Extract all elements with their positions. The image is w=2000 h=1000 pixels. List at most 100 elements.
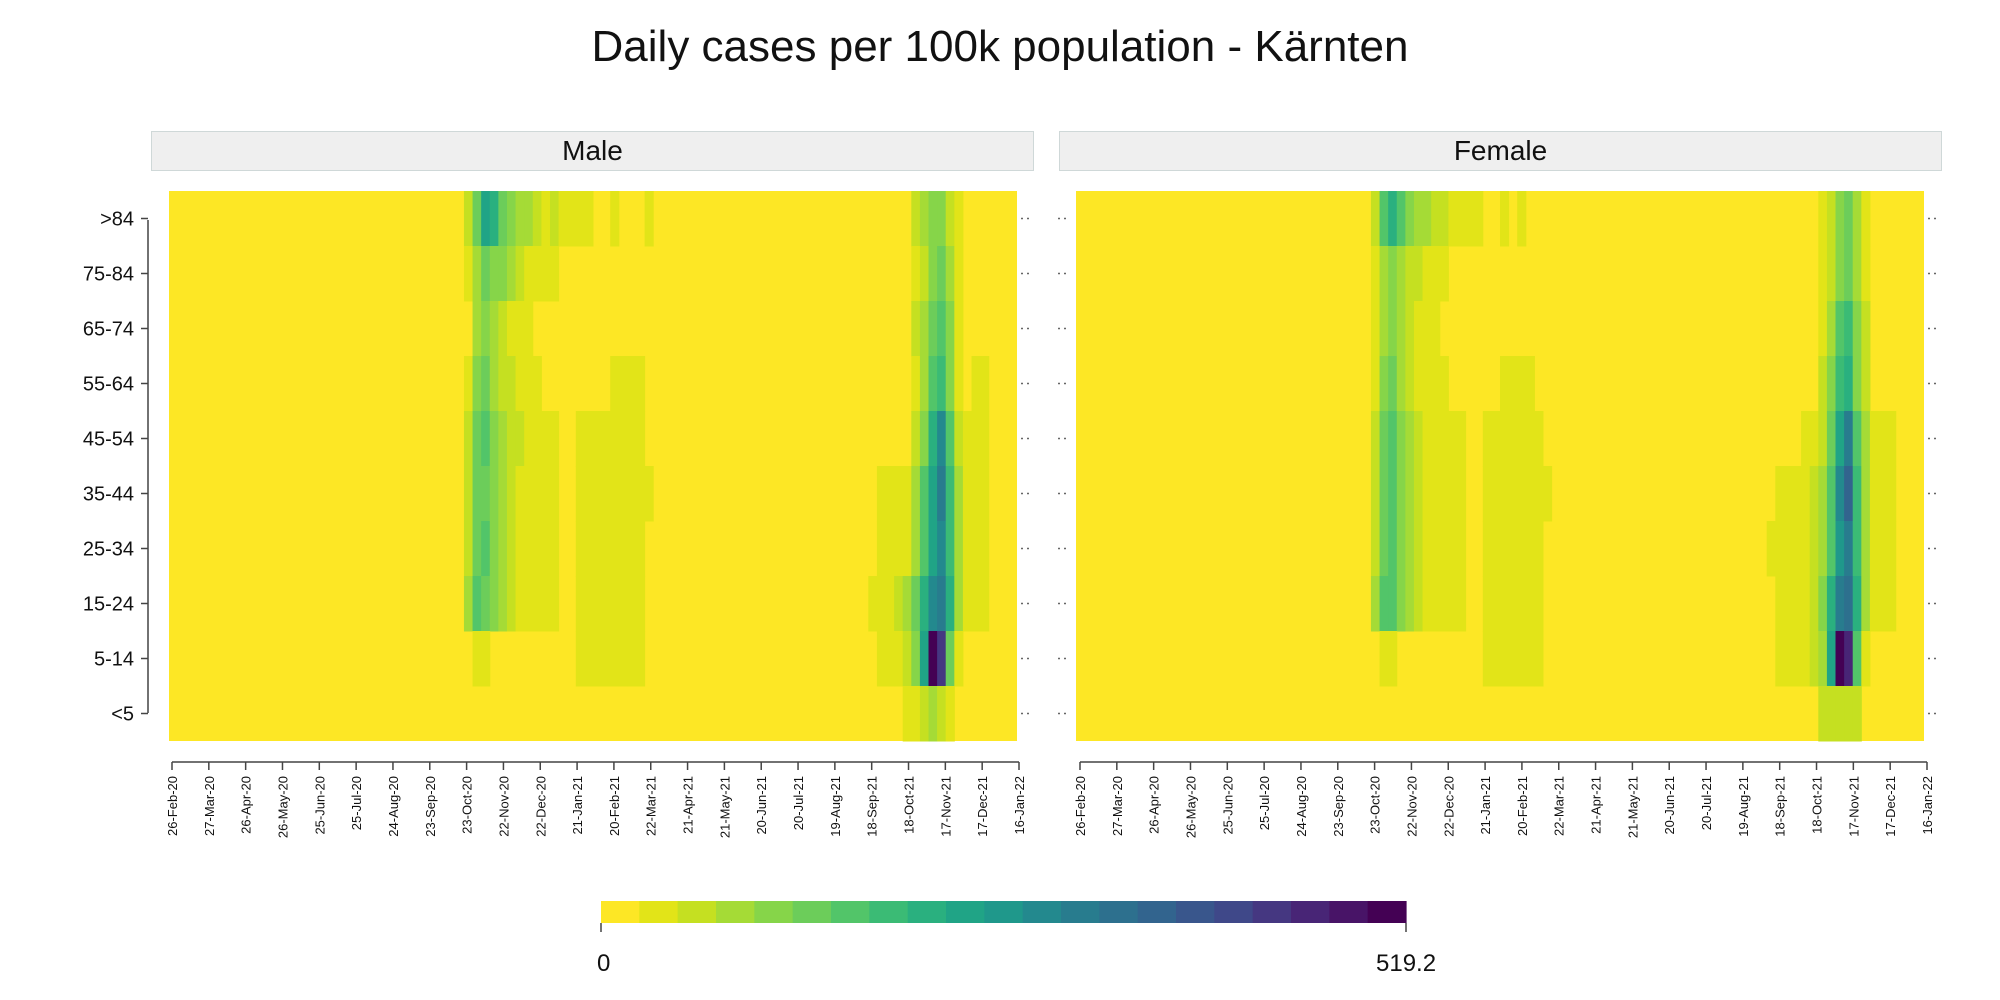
heatmap-cell xyxy=(627,411,637,467)
heatmap-cell xyxy=(532,191,542,247)
heatmap-cell xyxy=(472,246,482,302)
heatmap-cell xyxy=(1543,466,1553,522)
heatmap-cell xyxy=(980,466,990,522)
heatmap-cell xyxy=(1783,521,1793,577)
x-tick-label: 22-Dec-20 xyxy=(1441,776,1456,837)
heatmap-cell xyxy=(644,466,654,522)
heatmap-cell xyxy=(1388,466,1398,522)
heatmap-cell xyxy=(1852,411,1862,467)
heatmap-cell xyxy=(575,576,585,632)
heatmap-cell xyxy=(1775,466,1785,522)
heatmap-cell xyxy=(1525,411,1535,467)
heatmap-cell xyxy=(1500,191,1510,247)
heatmap-cell xyxy=(1422,521,1432,577)
heatmap-cell xyxy=(1525,466,1535,522)
heatmap-cell xyxy=(1491,576,1501,632)
x-tick-label: 17-Nov-21 xyxy=(1846,776,1861,837)
heatmap-cell xyxy=(1396,521,1406,577)
heatmap-cell xyxy=(1525,356,1535,412)
heatmap-cell xyxy=(1525,631,1535,687)
heatmap-cell xyxy=(506,466,517,522)
heatmap-cell xyxy=(1835,576,1845,632)
heatmap-cell xyxy=(1861,576,1871,632)
colorbar-swatch xyxy=(1022,901,1062,923)
heatmap-cell xyxy=(1448,411,1458,467)
heatmap-cell xyxy=(911,576,921,632)
heatmap-cell xyxy=(636,521,646,577)
heatmap-cell xyxy=(1801,576,1811,632)
heatmap-cell xyxy=(481,356,491,412)
chart-title: Daily cases per 100k population - Kärnte… xyxy=(591,22,1409,71)
heatmap-cell xyxy=(524,411,534,467)
heatmap-cell xyxy=(1439,576,1449,632)
y-tick-label: 5-14 xyxy=(94,649,134,671)
heatmap-cell xyxy=(515,576,525,632)
heatmap-cell xyxy=(1500,466,1510,522)
heatmap-cell xyxy=(472,576,482,632)
heatmap-cell xyxy=(937,686,947,742)
heatmap-cell xyxy=(1844,521,1854,577)
heatmap-cell xyxy=(911,686,921,742)
heatmap-cell xyxy=(515,466,525,522)
heatmap-cell xyxy=(498,411,508,467)
heatmap-cell xyxy=(980,356,990,412)
heatmap-cell xyxy=(463,246,474,302)
heatmap-cell xyxy=(489,411,499,467)
heatmap-cell xyxy=(945,191,955,247)
heatmap-cell xyxy=(1413,246,1424,302)
heatmap-cell xyxy=(1482,576,1492,632)
heatmap-cell xyxy=(515,246,525,302)
heatmap-cell xyxy=(1379,521,1389,577)
heatmap-cell xyxy=(1456,466,1467,522)
heatmap-cell xyxy=(1534,521,1544,577)
heatmap-cell xyxy=(971,356,981,412)
heatmap-cell xyxy=(1766,521,1776,577)
heatmap-cell xyxy=(618,631,628,687)
heatmap-cell xyxy=(1413,356,1424,412)
heatmap-cell xyxy=(593,411,603,467)
heatmap-cell xyxy=(1456,191,1467,247)
heatmap-cell xyxy=(1508,356,1518,412)
heatmap-cell xyxy=(1508,466,1518,522)
heatmap-cell xyxy=(610,576,620,632)
heatmap-cell xyxy=(1835,631,1845,687)
heatmap-cell xyxy=(1482,521,1492,577)
x-tick-label: 22-Mar-21 xyxy=(1552,776,1567,836)
heatmap-cell xyxy=(945,411,955,467)
heatmap-cell xyxy=(1439,411,1449,467)
heatmap-cell xyxy=(971,411,981,467)
heatmap-cell xyxy=(980,576,990,632)
heatmap-cell xyxy=(532,356,542,412)
heatmap-cell xyxy=(541,466,551,522)
heatmap-cell xyxy=(549,521,560,577)
heatmap-cell xyxy=(1852,356,1862,412)
heatmap-cell xyxy=(1379,246,1389,302)
heatmap-cell xyxy=(1844,411,1854,467)
heatmap-cell xyxy=(1809,466,1819,522)
heatmap-cell xyxy=(1783,576,1793,632)
heatmap-cell xyxy=(1482,411,1492,467)
heatmap-cell xyxy=(911,411,921,467)
heatmap-cell xyxy=(1826,466,1837,522)
heatmap-cell xyxy=(1775,631,1785,687)
heatmap-cell xyxy=(1861,301,1871,357)
x-tick-label: 22-Mar-21 xyxy=(644,776,659,836)
heatmap-cell xyxy=(541,246,551,302)
heatmap-cell xyxy=(1413,191,1424,247)
heatmap-cell xyxy=(1801,411,1811,467)
x-tick-label: 26-May-20 xyxy=(1183,776,1198,838)
heatmap-cell xyxy=(584,411,594,467)
heatmap-cell xyxy=(919,191,930,247)
heatmap-cell xyxy=(868,576,878,632)
heatmap-cell xyxy=(575,411,585,467)
colorbar-swatch xyxy=(907,901,947,923)
heatmap-cell xyxy=(1783,466,1793,522)
heatmap-cell xyxy=(1861,631,1871,687)
heatmap-cell xyxy=(1491,521,1501,577)
heatmap-cell xyxy=(1792,631,1802,687)
heatmap-cell xyxy=(524,191,534,247)
heatmap-cell xyxy=(911,356,921,412)
colorbar-swatch xyxy=(1061,901,1100,923)
heatmap-cell xyxy=(532,246,542,302)
heatmap-cell xyxy=(1826,686,1837,742)
